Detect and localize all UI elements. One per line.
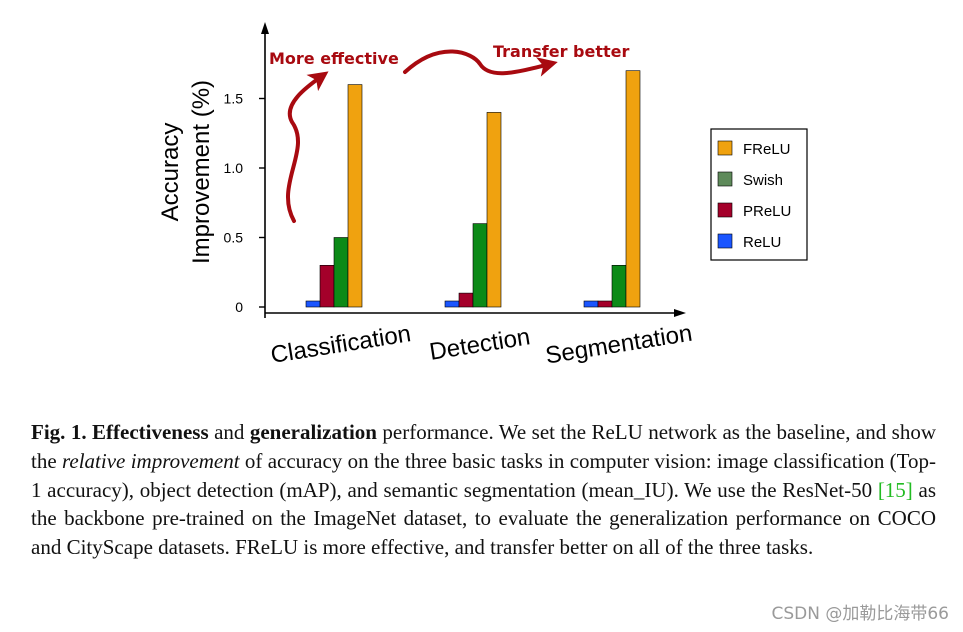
caption-text-2: of accuracy on the three basic tasks in … [31, 448, 936, 502]
watermark: CSDN @加勒比海带66 [771, 604, 949, 624]
bar-frelu-detection [486, 112, 502, 308]
category-label-segmentation: Segmentation [544, 320, 695, 370]
legend-label-swish: Swish [743, 172, 783, 189]
bar-relu-segmentation [583, 300, 599, 308]
caption-italic: relative improvement [62, 448, 240, 473]
annotation-transfer-better: Transfer better [493, 42, 629, 61]
more-effective-arrow [286, 71, 329, 223]
x-axis-arrow [674, 309, 686, 317]
bar-swish-detection [472, 223, 488, 308]
caption-citation-link[interactable]: [15] [877, 477, 913, 502]
bar-prelu-segmentation [597, 300, 613, 308]
legend-swatch-swish [717, 171, 733, 187]
caption-fig-label: Fig. 1. [31, 420, 87, 444]
bar-prelu-classification [319, 264, 335, 308]
category-label-detection: Detection [428, 323, 532, 366]
annotation-more-effective: More effective [269, 49, 399, 68]
caption-text-1: performance. We set the ReLU network as … [31, 420, 937, 473]
y-tick-label: 0 [235, 299, 243, 315]
caption-and: and [208, 420, 250, 444]
y-axis-arrow [261, 22, 269, 34]
y-axis-label-line2: Improvement (%) [188, 80, 215, 264]
bar-frelu-segmentation [625, 70, 641, 308]
legend-swatch-frelu [717, 140, 733, 156]
bar-frelu-classification [347, 84, 363, 308]
y-tick-label: 1.5 [224, 91, 244, 107]
bar-prelu-detection [458, 292, 474, 308]
legend-swatch-prelu [717, 202, 733, 218]
figure-caption: Fig. 1. Effectiveness and generalization… [31, 418, 936, 562]
legend-label-relu: ReLU [743, 234, 781, 251]
y-tick-label: 1.0 [224, 160, 244, 176]
caption-bold-generalization: generalization [249, 420, 377, 444]
y-tick-label: 0.5 [224, 230, 244, 246]
transfer-better-arrow [403, 49, 558, 77]
legend-label-frelu: FReLU [743, 141, 791, 158]
bar-chart: 0 0.5 1.0 1.5 Accuracy Improvement (%) Clas… [157, 22, 808, 370]
caption-bold-effectiveness: Effectiveness [92, 420, 209, 444]
category-label-classification: Classification [269, 320, 413, 369]
y-axis-label-line1: Accuracy [157, 123, 184, 222]
caption-text-3: as the backbone pre-trained on the Image… [31, 477, 936, 560]
legend-label-prelu: PReLU [743, 203, 791, 220]
bar-swish-classification [333, 237, 349, 308]
bar-relu-classification [305, 300, 321, 308]
bar-relu-detection [444, 300, 460, 308]
legend-swatch-relu [717, 233, 733, 249]
bar-swish-segmentation [611, 264, 627, 308]
